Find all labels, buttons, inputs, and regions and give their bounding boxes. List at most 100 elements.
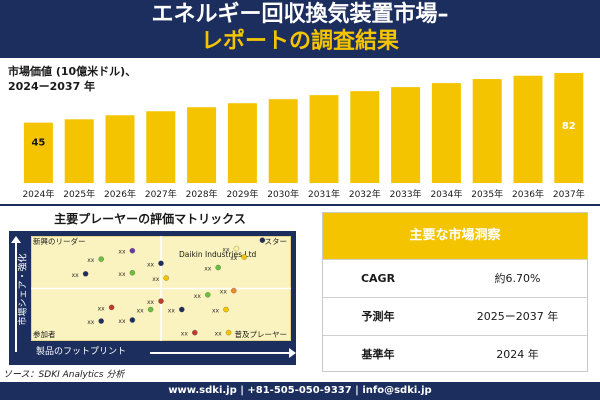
bar-2037年 bbox=[554, 73, 584, 183]
matrix-x-axis-label: 製品のフットプリント bbox=[36, 347, 127, 357]
x-tick-label: 2029年 bbox=[226, 188, 258, 200]
section-divider bbox=[0, 204, 600, 206]
x-tick-label: 2037年 bbox=[553, 188, 585, 200]
x-tick-label: 2025年 bbox=[63, 188, 95, 200]
player-point bbox=[259, 237, 266, 243]
player-point bbox=[205, 292, 211, 298]
bar-data-label: 45 bbox=[31, 138, 45, 149]
player-point bbox=[233, 245, 240, 252]
insight-value: 2024 年 bbox=[496, 348, 539, 361]
player-point-label: xx bbox=[181, 331, 189, 338]
x-tick-label: 2027年 bbox=[145, 188, 177, 200]
player-point bbox=[129, 317, 136, 323]
x-tick-label: 2035年 bbox=[471, 188, 503, 200]
x-tick-label: 2032年 bbox=[349, 188, 381, 200]
player-point-label: xx bbox=[194, 293, 202, 300]
player-point-label: xx bbox=[152, 276, 160, 283]
player-point-label: xx bbox=[118, 249, 126, 256]
player-point-label: xx bbox=[230, 255, 238, 262]
market-insights-panel: 主要な市場洞察 CAGR 約6.70% 予測年 2025ー2037 年 基準年 … bbox=[322, 212, 588, 372]
x-axis-arrow bbox=[150, 348, 296, 358]
insight-row-base-year: 基準年 2024 年 bbox=[323, 335, 587, 373]
player-point-label: xx bbox=[147, 261, 155, 268]
player-point bbox=[147, 306, 154, 313]
x-tick-label: 2030年 bbox=[267, 188, 299, 200]
quadrant-label-bottom-right: 普及プレーヤー bbox=[235, 329, 288, 339]
x-tick-label: 2026年 bbox=[104, 188, 136, 200]
player-point-label: xx bbox=[215, 331, 223, 338]
report-title: エネルギー回収換気装置市場– bbox=[151, 2, 449, 27]
x-tick-label: 2033年 bbox=[390, 188, 422, 200]
player-point-label: xx bbox=[87, 319, 95, 326]
bar-2025年 bbox=[64, 119, 94, 183]
x-tick-label: 2024年 bbox=[22, 188, 54, 200]
insight-value: 約6.70% bbox=[494, 272, 541, 285]
player-point bbox=[129, 247, 136, 254]
market-value-label: 市場価値 (10億米ドル)、 2024ー2037 年 bbox=[8, 64, 136, 94]
insight-value: 2025ー2037 年 bbox=[476, 310, 559, 323]
bar-2024年 bbox=[23, 122, 53, 183]
player-point-label: xx bbox=[137, 308, 145, 315]
quadrant-label-top-right: スター bbox=[265, 237, 288, 246]
bar-2028年 bbox=[187, 107, 217, 183]
player-point bbox=[82, 271, 89, 277]
player-point-label: xx bbox=[98, 305, 106, 312]
player-point bbox=[163, 275, 169, 281]
player-point bbox=[215, 264, 221, 271]
player-point bbox=[192, 329, 198, 336]
bar-2031年 bbox=[309, 95, 339, 183]
report-subtitle: レポートの調査結果 bbox=[200, 29, 399, 54]
insight-key: 予測年 bbox=[361, 310, 395, 323]
player-point bbox=[108, 304, 115, 311]
player-point-label: xx bbox=[212, 308, 220, 315]
player-point-label: xx bbox=[147, 299, 155, 306]
insight-key: 基準年 bbox=[361, 348, 395, 361]
bar-2026年 bbox=[105, 115, 135, 183]
insight-row-cagr: CAGR 約6.70% bbox=[323, 259, 587, 297]
x-tick-label: 2031年 bbox=[308, 188, 340, 200]
contact-footer: www.sdki.jp | +81-505-050-9337 | info@sd… bbox=[0, 382, 600, 400]
player-point bbox=[158, 260, 164, 267]
player-point bbox=[98, 256, 104, 262]
player-point-label: xx bbox=[118, 271, 126, 278]
matrix-y-axis-text: 市場シェア・強化 bbox=[18, 253, 29, 326]
bar-2033年 bbox=[391, 87, 421, 183]
player-point bbox=[241, 254, 247, 260]
bar-2035年 bbox=[472, 79, 502, 183]
insight-row-forecast: 予測年 2025ー2037 年 bbox=[323, 297, 587, 335]
player-point-label: xx bbox=[168, 308, 176, 315]
player-point-label: xx bbox=[87, 257, 95, 264]
player-point-label: xx bbox=[222, 247, 230, 254]
source-note: ソース：SDKI Analytics 分析 bbox=[3, 370, 125, 380]
market-value-label-line1: 市場価値 (10億米ドル)、 bbox=[8, 65, 137, 78]
matrix-title: 主要プレーヤーの評価マトリックス bbox=[54, 212, 246, 226]
insight-key: CAGR bbox=[360, 272, 396, 285]
quadrant-label-top-left: 新興のリーダー bbox=[33, 236, 86, 246]
report-header: エネルギー回収換気装置市場– レポートの調査結果 bbox=[0, 0, 600, 58]
x-tick-label: 2034年 bbox=[430, 188, 462, 200]
x-tick-label: 2028年 bbox=[186, 188, 218, 200]
bar-2032年 bbox=[350, 91, 380, 183]
player-point-label: xx bbox=[72, 272, 80, 279]
bar-2030年 bbox=[268, 99, 298, 183]
player-point bbox=[225, 329, 232, 336]
player-point-label: xx bbox=[118, 318, 126, 325]
bar-data-label: 82 bbox=[562, 121, 576, 132]
player-point bbox=[179, 306, 185, 313]
player-point bbox=[98, 318, 104, 324]
player-point-label: xx bbox=[220, 289, 228, 296]
insights-title: 主要な市場洞察 bbox=[323, 213, 587, 259]
market-value-bar-chart: 2024年 2025年 2026年 2027年 2028年 2029年 2030年 2031年… bbox=[22, 73, 585, 200]
x-tick-label: 2036年 bbox=[512, 188, 544, 200]
y-axis-arrow bbox=[11, 236, 21, 352]
bar-2034年 bbox=[431, 83, 461, 183]
highlight-company-label: Daikin Industries Ltd bbox=[179, 250, 257, 259]
market-value-label-line2: 2024ー2037 年 bbox=[8, 80, 96, 93]
player-point bbox=[223, 306, 229, 313]
bar-2036年 bbox=[513, 75, 543, 183]
quadrant-label-bottom-left: 参加者 bbox=[33, 329, 56, 339]
player-point bbox=[231, 287, 237, 294]
player-point bbox=[158, 298, 164, 304]
bar-2027年 bbox=[146, 111, 176, 183]
